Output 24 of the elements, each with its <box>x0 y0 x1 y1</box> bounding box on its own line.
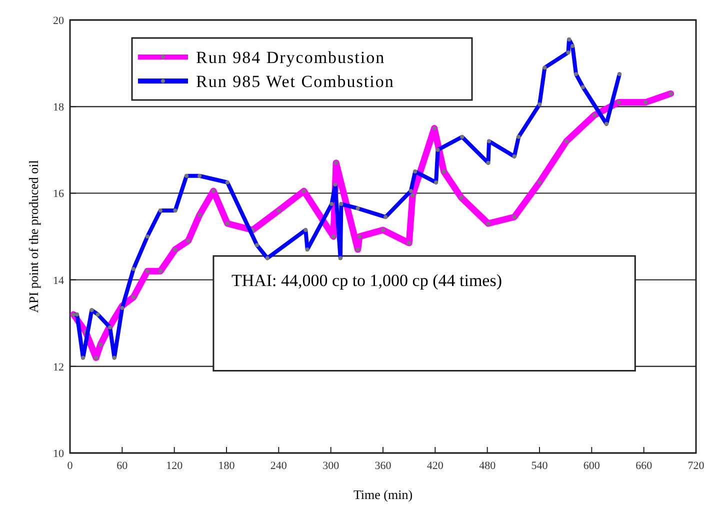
x-tick-label: 660 <box>636 460 653 472</box>
legend-label: Run 984 Drycombustion <box>196 48 386 67</box>
x-tick-label: 60 <box>116 460 128 472</box>
y-tick-label: 20 <box>53 15 64 27</box>
y-axis-title: API point of the produced oil <box>26 160 41 313</box>
x-tick-label: 300 <box>322 460 340 472</box>
x-tick-label: 240 <box>270 460 288 472</box>
x-tick-label: 0 <box>67 460 74 472</box>
x-tick-label: 600 <box>583 460 600 472</box>
x-tick-label: 540 <box>531 460 548 472</box>
y-tick-label: 14 <box>53 274 64 287</box>
annotation: THAI: 44,000 cp to 1,000 cp (44 times) <box>231 270 502 290</box>
x-tick-label: 720 <box>688 460 705 472</box>
x-tick-label: 480 <box>479 460 496 472</box>
x-tick-label: 120 <box>166 460 184 472</box>
x-tick-label: 180 <box>218 460 236 472</box>
y-tick-label: 10 <box>53 448 64 460</box>
y-tick-label: 18 <box>53 102 64 114</box>
y-tick-label: 16 <box>53 188 64 200</box>
x-axis-title: Time (min) <box>353 487 413 502</box>
x-tick-label: 360 <box>374 460 392 472</box>
y-tick-label: 12 <box>53 361 64 374</box>
legend-label: Run 985 Wet Combustion <box>196 72 394 91</box>
x-tick-label: 420 <box>426 460 444 472</box>
